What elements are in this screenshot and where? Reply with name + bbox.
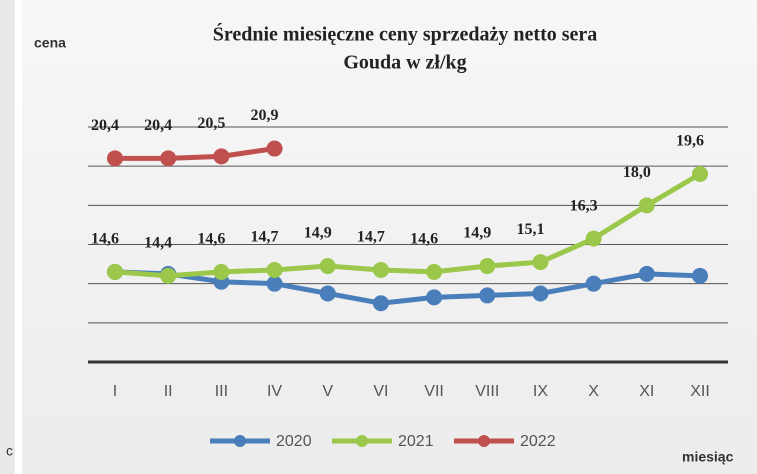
x-tick-label: XII xyxy=(690,383,710,400)
data-point xyxy=(532,285,549,302)
data-label: 20,5 xyxy=(197,115,225,132)
data-label: 20,4 xyxy=(91,117,119,134)
x-tick-label: II xyxy=(164,383,173,400)
data-label: 14,9 xyxy=(304,225,332,242)
data-label: 14,6 xyxy=(91,231,119,248)
data-label: 20,9 xyxy=(251,107,279,124)
data-point xyxy=(107,263,123,280)
x-axis-label: miesiąc xyxy=(682,449,734,465)
legend-label: 2020 xyxy=(276,433,312,450)
data-point xyxy=(426,263,443,280)
x-tick-label: III xyxy=(215,383,228,400)
data-label: 16,3 xyxy=(570,197,598,214)
data-label: 14,6 xyxy=(410,231,438,248)
x-tick-label: I xyxy=(113,383,117,400)
data-point xyxy=(426,289,443,306)
data-point xyxy=(319,285,336,302)
chart-title: Gouda w zł/kg xyxy=(343,52,466,74)
series-line xyxy=(114,269,701,306)
data-label: 20,4 xyxy=(144,117,172,134)
data-point xyxy=(213,263,230,280)
data-label: 14,4 xyxy=(144,235,172,252)
data-label: 18,0 xyxy=(623,164,651,181)
data-point xyxy=(266,275,283,292)
x-tick-label: IX xyxy=(533,383,548,400)
side-fragment: c xyxy=(6,443,13,459)
data-point xyxy=(213,148,230,165)
data-point xyxy=(638,265,655,282)
x-tick-label: VIII xyxy=(475,383,499,400)
data-point xyxy=(266,261,283,278)
series-line xyxy=(114,171,702,279)
data-point xyxy=(692,166,708,182)
x-tick-label: VII xyxy=(424,383,444,400)
legend-label: 2022 xyxy=(520,433,556,450)
data-label: 14,7 xyxy=(251,229,279,246)
legend-marker xyxy=(478,435,490,447)
x-tick-label: XI xyxy=(639,383,654,400)
data-label: 14,7 xyxy=(357,229,385,246)
x-tick-label: VI xyxy=(373,383,388,400)
data-point xyxy=(160,267,177,284)
legend-marker xyxy=(356,435,368,447)
data-label: 15,1 xyxy=(516,221,544,238)
chart-title: Średnie miesięczne ceny sprzedaży netto … xyxy=(213,22,598,46)
legend-label: 2021 xyxy=(398,433,434,450)
series-line xyxy=(115,146,275,161)
side-panel xyxy=(0,0,15,474)
data-point xyxy=(372,261,389,278)
data-point xyxy=(585,275,602,292)
data-label: 14,6 xyxy=(197,231,225,248)
legend-marker xyxy=(234,435,246,447)
data-point xyxy=(692,267,708,284)
data-point xyxy=(638,197,655,214)
x-tick-label: X xyxy=(588,383,599,400)
data-point xyxy=(479,287,496,304)
chart-panel xyxy=(22,0,757,474)
data-point xyxy=(266,140,283,157)
x-tick-label: IV xyxy=(267,383,282,400)
data-label: 19,6 xyxy=(676,133,704,150)
data-point xyxy=(479,258,496,275)
data-label: 14,9 xyxy=(463,225,491,242)
data-point xyxy=(372,295,389,312)
data-point xyxy=(319,258,336,275)
data-point xyxy=(585,230,602,247)
data-point xyxy=(107,150,123,167)
x-tick-label: V xyxy=(322,383,333,400)
data-point xyxy=(532,254,549,271)
data-point xyxy=(160,150,177,167)
y-axis-label: cena xyxy=(34,35,66,51)
